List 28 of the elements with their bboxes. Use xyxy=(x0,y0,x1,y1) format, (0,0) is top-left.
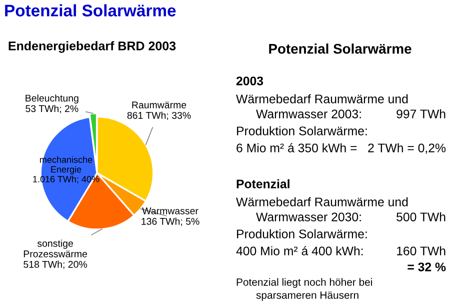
text: 2003 xyxy=(236,76,264,86)
data-label: 518 TWh; 20% xyxy=(24,260,88,269)
text: Wärmebedarf Raumwärme und xyxy=(236,94,408,104)
text: 400 Mio m² á 400 kWh: xyxy=(236,246,363,256)
text: Potenzial Solarwärme xyxy=(269,44,412,54)
text: 500 TWh xyxy=(396,212,446,222)
text: Potenzial liegt noch höher bei xyxy=(236,278,372,288)
chart-subtitle: Endenergiebedarf BRD 2003 xyxy=(8,41,176,53)
text: Warmwasser 2030: xyxy=(256,212,361,222)
slice-label: Beleuchtung xyxy=(26,94,78,104)
data-label: 53 TWh; 2% xyxy=(26,104,78,114)
text: Warmwasser 2003: xyxy=(256,110,361,118)
text: 160 TWh xyxy=(397,246,446,256)
text: Produktion Solarwärme: xyxy=(237,126,367,136)
text: 2 TWh = 0,2% xyxy=(368,143,446,154)
data-label: 861 TWh; 33% xyxy=(127,112,191,120)
slice-label: Raumwärme xyxy=(132,102,186,108)
text: Wärmebedarf Raumwärme und xyxy=(236,197,408,206)
slice-label: sonstige Prozesswärme xyxy=(24,240,88,258)
text: sparsameren Häusern xyxy=(256,292,358,301)
text: = 32 % xyxy=(408,262,446,272)
slice-label: Warmwasser xyxy=(142,208,198,214)
chart-title: Potenzial Solarwärme xyxy=(5,4,176,16)
data-label: 136 TWh; 5% xyxy=(142,218,200,226)
text: Produktion Solarwärme: xyxy=(237,229,367,238)
text: 997 TWh xyxy=(396,109,446,118)
text: Potenzial xyxy=(236,179,290,188)
text: 6 Mio m² á 350 kWh = xyxy=(236,143,357,152)
